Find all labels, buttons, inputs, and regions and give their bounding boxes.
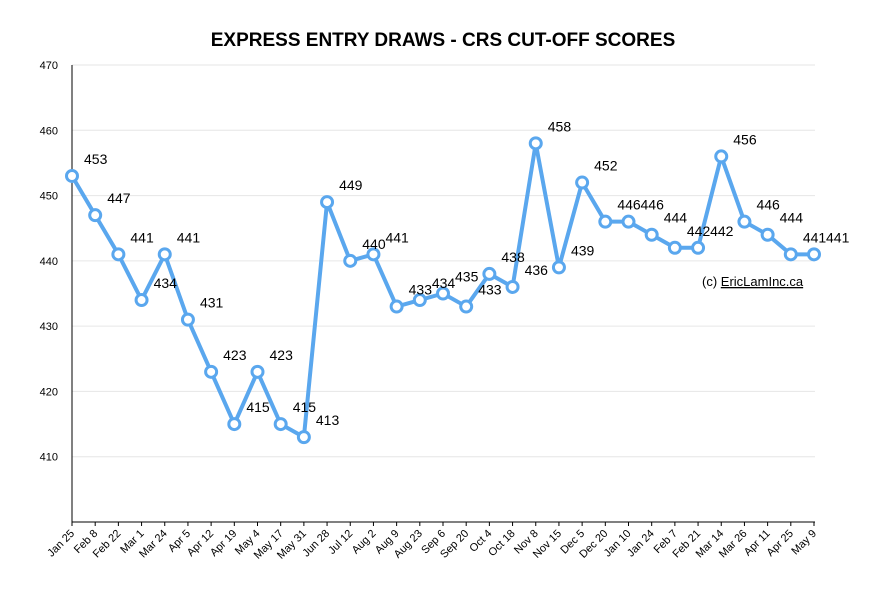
data-label: 439 [571, 242, 595, 258]
data-point [482, 266, 497, 281]
data-point [551, 260, 566, 275]
data-point [273, 417, 288, 432]
data-label: 441 [803, 229, 827, 245]
data-point [737, 214, 752, 229]
data-label: 438 [501, 249, 525, 265]
data-label: 456 [733, 131, 757, 147]
y-tick-label: 430 [40, 321, 58, 333]
data-point [691, 240, 706, 255]
data-label: 413 [316, 412, 340, 428]
data-point [621, 214, 636, 229]
data-point [598, 214, 613, 229]
data-label: 444 [664, 210, 688, 226]
x-tick-label: Jan 25 [45, 528, 77, 560]
data-label: 446 [617, 197, 641, 213]
credit-prefix: (c) [702, 274, 721, 289]
data-point [343, 253, 358, 268]
data-label: 449 [339, 177, 363, 193]
data-label: 440 [362, 236, 386, 252]
data-point [134, 293, 149, 308]
data-label: 444 [780, 210, 804, 226]
data-point [366, 247, 381, 262]
data-label: 436 [525, 262, 549, 278]
data-point [714, 149, 729, 164]
data-label: 423 [223, 347, 247, 363]
data-label: 458 [548, 118, 572, 134]
data-point [412, 293, 427, 308]
x-tick-label: Oct 18 [486, 528, 517, 559]
data-point [575, 175, 590, 190]
y-tick-label: 410 [40, 452, 58, 464]
data-point [204, 364, 219, 379]
credit-text: (c) EricLamInc.ca [702, 274, 804, 289]
x-tick-label: May 9 [789, 528, 819, 558]
data-point [320, 195, 335, 210]
data-label: 434 [432, 275, 456, 291]
data-point [760, 227, 775, 242]
data-label: 441 [826, 229, 850, 245]
data-label: 447 [107, 190, 131, 206]
data-label: 441 [177, 229, 201, 245]
data-label: 441 [385, 229, 409, 245]
y-tick-label: 450 [40, 191, 58, 203]
data-point [436, 286, 450, 301]
x-tick-label: Apr 19 [208, 528, 239, 559]
data-label: 446 [641, 197, 665, 213]
data-label: 452 [594, 158, 618, 174]
data-label: 431 [200, 295, 224, 311]
data-point [296, 430, 311, 445]
data-label: 442 [710, 223, 734, 239]
x-tick-label: Jul 12 [326, 528, 355, 557]
data-point [644, 227, 659, 242]
data-points [65, 136, 821, 445]
y-tick-label: 440 [40, 256, 58, 268]
data-point [783, 247, 798, 262]
data-point [459, 299, 474, 314]
y-tick-labels: 410 420 430 440 450 460 470 [40, 60, 58, 464]
y-tick-label: 460 [40, 125, 58, 137]
x-tick-label: Apr 25 [765, 528, 796, 559]
data-label: 415 [246, 399, 270, 415]
data-point [180, 312, 195, 327]
data-label: 423 [270, 347, 294, 363]
data-label: 446 [756, 197, 780, 213]
gridlines [72, 64, 815, 458]
data-point [807, 247, 821, 262]
data-point [157, 247, 172, 262]
data-point [505, 279, 520, 294]
data-label: 433 [478, 282, 502, 298]
data-label: 442 [687, 223, 711, 239]
data-label: 435 [455, 269, 479, 285]
credit-link[interactable]: EricLamInc.ca [721, 274, 804, 289]
chart-title: EXPRESS ENTRY DRAWS - CRS CUT-OFF SCORES [211, 30, 676, 51]
data-point [88, 208, 103, 223]
data-label: 433 [409, 282, 433, 298]
data-label: 434 [154, 275, 178, 291]
y-tick-label: 470 [40, 60, 58, 72]
data-label: 415 [293, 399, 317, 415]
y-tick-label: 420 [40, 386, 58, 398]
data-point [65, 168, 79, 183]
data-point [227, 417, 242, 432]
data-point [111, 247, 126, 262]
data-point [389, 299, 404, 314]
data-point [667, 240, 682, 255]
x-tick-label: Aug 2 [350, 528, 379, 557]
data-point [250, 364, 265, 379]
data-point [528, 136, 543, 151]
data-label: 453 [84, 151, 108, 167]
data-label: 441 [130, 229, 154, 245]
